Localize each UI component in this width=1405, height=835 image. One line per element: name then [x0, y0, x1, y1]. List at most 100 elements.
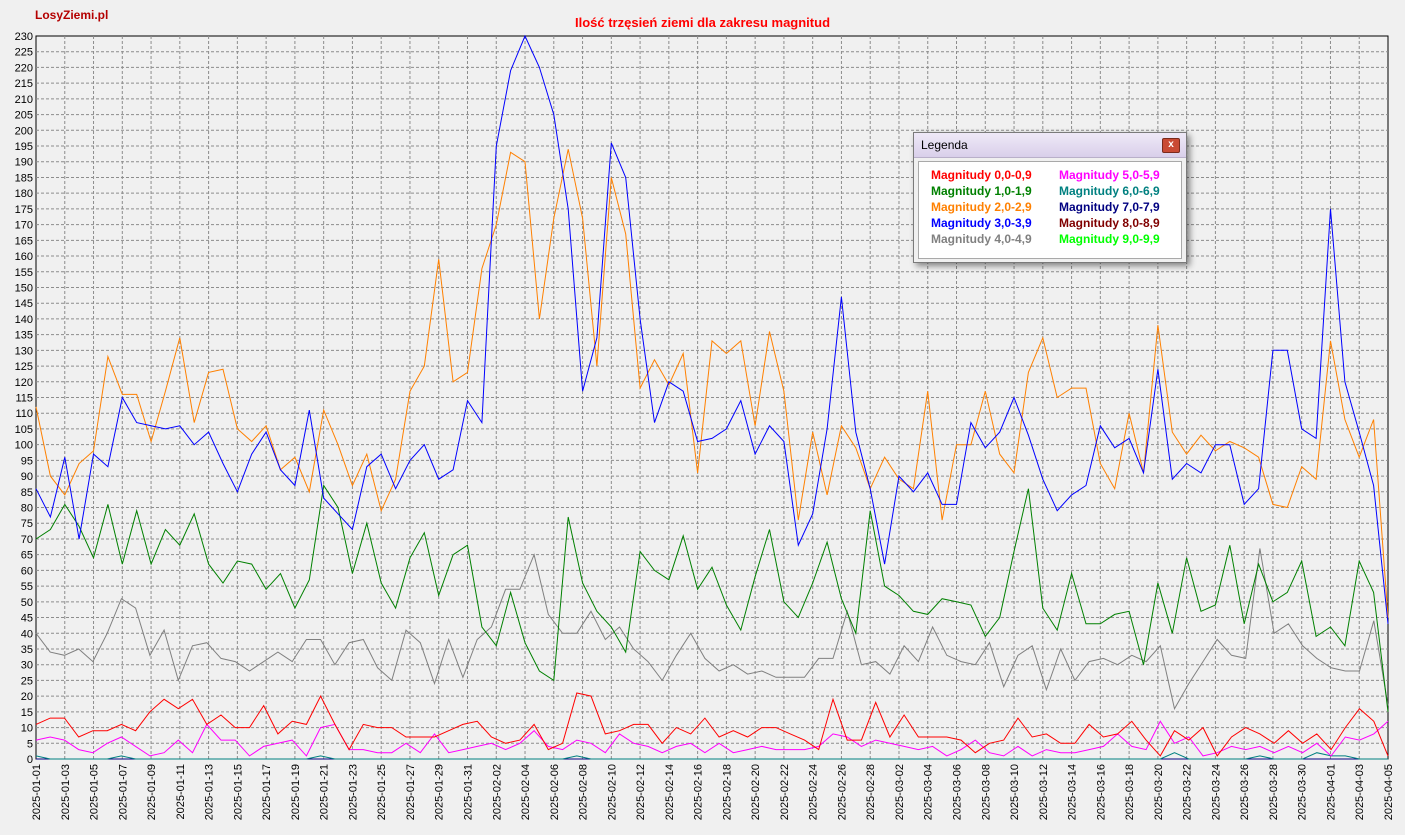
x-tick-label: 2025-02-06: [549, 764, 561, 820]
x-tick-label: 2025-02-14: [664, 764, 676, 820]
y-tick-label: 35: [21, 644, 33, 656]
legend-item-m2: Magnitudy 2,0-2,9: [931, 200, 1032, 214]
x-tick-label: 2025-02-12: [635, 764, 647, 820]
series-line-20: [35, 149, 1389, 618]
x-tick-label: 2025-03-16: [1095, 764, 1107, 820]
x-tick-label: 2025-01-19: [290, 764, 302, 820]
y-tick-label: 10: [21, 723, 33, 735]
y-tick-label: 155: [15, 267, 33, 279]
legend-titlebar[interactable]: Legenda x: [914, 133, 1186, 158]
series-lines: [35, 34, 1389, 760]
legend-item-m7: Magnitudy 7,0-7,9: [1059, 200, 1160, 214]
y-tick-label: 210: [15, 94, 33, 106]
x-tick-label: 2025-01-15: [232, 764, 244, 820]
y-tick-label: 5: [27, 738, 33, 750]
legend-item-m5: Magnitudy 5,0-5,9: [1059, 168, 1160, 182]
y-tick-label: 100: [15, 440, 33, 452]
y-tick-label: 220: [15, 62, 33, 74]
y-tick-label: 25: [21, 675, 33, 687]
x-tick-label: 2025-01-09: [146, 764, 158, 820]
x-tick-label: 2025-03-26: [1239, 764, 1251, 820]
y-tick-label: 70: [21, 534, 33, 546]
y-tick-label: 30: [21, 660, 33, 672]
x-tick-label: 2025-01-07: [117, 764, 129, 820]
y-tick-label: 150: [15, 282, 33, 294]
x-tick-label: 2025-04-05: [1383, 764, 1395, 820]
y-tick-label: 115: [15, 393, 33, 405]
x-tick-label: 2025-01-25: [376, 764, 388, 820]
x-tick-label: 2025-01-05: [89, 764, 101, 820]
series-line-30: [35, 34, 1389, 624]
legend-title: Legenda: [921, 138, 968, 152]
y-axis-ticks: 0 5 10 15 20 25 30 35 40 45 50 55 60 65 70 75 80 85 90 95 10…: [15, 31, 33, 766]
site-brand-logo[interactable]: LosyZiemi.pl: [35, 8, 109, 22]
x-tick-label: 2025-02-22: [779, 764, 791, 820]
y-tick-label: 145: [15, 298, 33, 310]
x-tick-label: 2025-03-04: [923, 764, 935, 820]
x-tick-label: 2025-03-18: [1124, 764, 1136, 820]
x-tick-label: 2025-03-22: [1182, 764, 1194, 820]
x-tick-label: 2025-02-28: [865, 764, 877, 820]
y-tick-label: 190: [15, 157, 33, 169]
y-tick-label: 20: [21, 691, 33, 703]
x-tick-label: 2025-04-03: [1354, 764, 1366, 820]
x-tick-label: 2025-01-31: [462, 764, 474, 820]
legend-item-m8: Magnitudy 8,0-8,9: [1059, 216, 1160, 230]
x-tick-label: 2025-03-20: [1153, 764, 1165, 820]
series-line-00: [35, 692, 1389, 757]
x-tick-label: 2025-01-13: [204, 764, 216, 820]
y-tick-label: 80: [21, 503, 33, 515]
y-tick-label: 45: [21, 613, 33, 625]
x-tick-label: 2025-01-23: [347, 764, 359, 820]
x-tick-label: 2025-03-06: [952, 764, 964, 820]
x-tick-label: 2025-03-10: [1009, 764, 1021, 820]
x-tick-label: 2025-04-01: [1325, 764, 1337, 820]
x-tick-label: 2025-03-08: [980, 764, 992, 820]
y-tick-label: 110: [15, 408, 33, 420]
x-tick-label: 2025-02-20: [750, 764, 762, 820]
y-tick-label: 165: [15, 235, 33, 247]
series-line-40: [35, 548, 1389, 711]
close-icon[interactable]: x: [1162, 138, 1180, 153]
y-tick-label: 85: [21, 487, 33, 499]
x-tick-label: 2025-03-28: [1268, 764, 1280, 820]
y-tick-label: 55: [21, 581, 33, 593]
x-tick-label: 2025-02-02: [491, 764, 503, 820]
x-tick-label: 2025-01-03: [60, 764, 72, 820]
legend-item-m9: Magnitudy 9,0-9,9: [1059, 232, 1160, 246]
legend-item-m1: Magnitudy 1,0-1,9: [931, 184, 1032, 198]
series-line-50: [35, 720, 1389, 757]
y-tick-label: 180: [15, 188, 33, 200]
y-tick-label: 140: [15, 314, 33, 326]
x-tick-label: 2025-01-11: [175, 764, 187, 819]
legend-item-m3: Magnitudy 3,0-3,9: [931, 216, 1032, 230]
y-tick-label: 215: [15, 78, 33, 90]
y-tick-label: 175: [15, 204, 33, 216]
y-tick-label: 75: [21, 518, 33, 530]
x-tick-label: 2025-03-30: [1297, 764, 1309, 820]
x-tick-label: 2025-02-24: [808, 764, 820, 820]
y-tick-label: 160: [15, 251, 33, 263]
x-tick-label: 2025-02-18: [721, 764, 733, 820]
x-tick-label: 2025-01-21: [319, 764, 331, 820]
x-tick-label: 2025-02-26: [836, 764, 848, 820]
x-axis-ticks: 2025-01-01 2025-01-03 2025-01-05 2025-01-07…: [31, 764, 1395, 820]
y-tick-label: 120: [15, 377, 33, 389]
x-tick-label: 2025-02-16: [693, 764, 705, 820]
y-tick-label: 40: [21, 628, 33, 640]
x-tick-label: 2025-03-02: [894, 764, 906, 820]
x-tick-label: 2025-01-17: [261, 764, 273, 820]
y-tick-label: 15: [21, 707, 33, 719]
x-tick-label: 2025-01-27: [405, 764, 417, 820]
x-tick-label: 2025-01-29: [434, 764, 446, 820]
y-tick-label: 200: [15, 125, 33, 137]
y-tick-label: 105: [15, 424, 33, 436]
x-tick-label: 2025-02-08: [578, 764, 590, 820]
y-tick-label: 135: [15, 330, 33, 342]
x-tick-label: 2025-03-24: [1210, 764, 1222, 820]
y-tick-label: 90: [21, 471, 33, 483]
x-tick-label: 2025-03-12: [1038, 764, 1050, 820]
x-tick-label: 2025-02-10: [606, 764, 618, 820]
legend-window[interactable]: Legenda x Magnitudy 0,0-0,9 Magnitudy 1,…: [913, 132, 1187, 263]
legend-body: Magnitudy 0,0-0,9 Magnitudy 1,0-1,9 Magn…: [918, 161, 1182, 259]
